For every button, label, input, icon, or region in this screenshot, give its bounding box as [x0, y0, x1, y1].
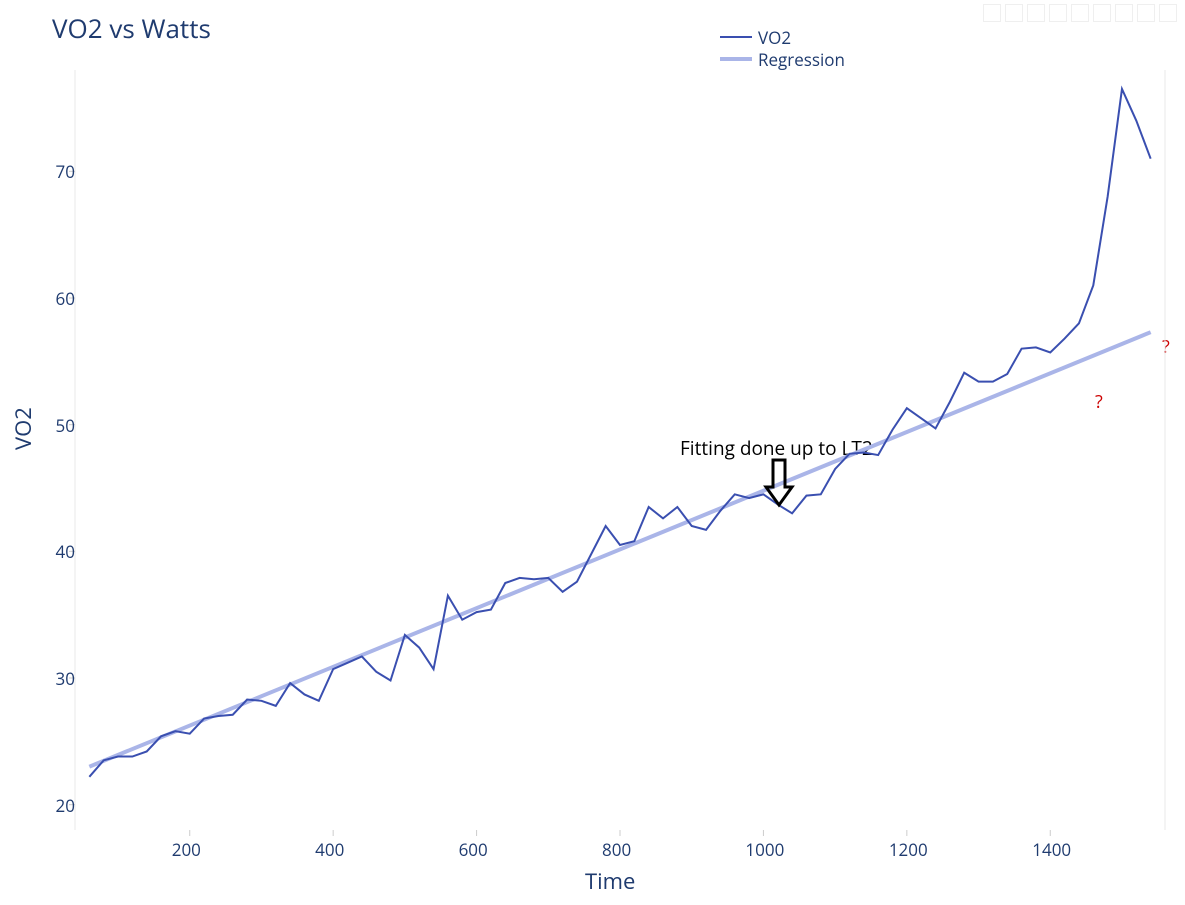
y-tick-label: 20	[35, 794, 75, 817]
x-tick-label: 800	[602, 838, 631, 861]
x-tick-label: 1200	[889, 838, 928, 861]
y-tick-label: 70	[35, 160, 75, 183]
y-tick-label: 40	[35, 540, 75, 563]
chart-container: { "chart": { "type": "line", "title": "V…	[0, 0, 1185, 905]
plot-svg	[0, 0, 1185, 905]
x-tick-label: 200	[172, 838, 201, 861]
x-tick-label: 600	[459, 838, 488, 861]
y-tick-label: 30	[35, 667, 75, 690]
regression-line	[89, 332, 1150, 766]
x-tick-label: 1000	[745, 838, 784, 861]
vo2-line	[89, 89, 1150, 777]
y-tick-label: 60	[35, 287, 75, 310]
y-tick-label: 50	[35, 414, 75, 437]
x-tick-label: 1400	[1032, 838, 1071, 861]
x-tick-label: 400	[315, 838, 344, 861]
